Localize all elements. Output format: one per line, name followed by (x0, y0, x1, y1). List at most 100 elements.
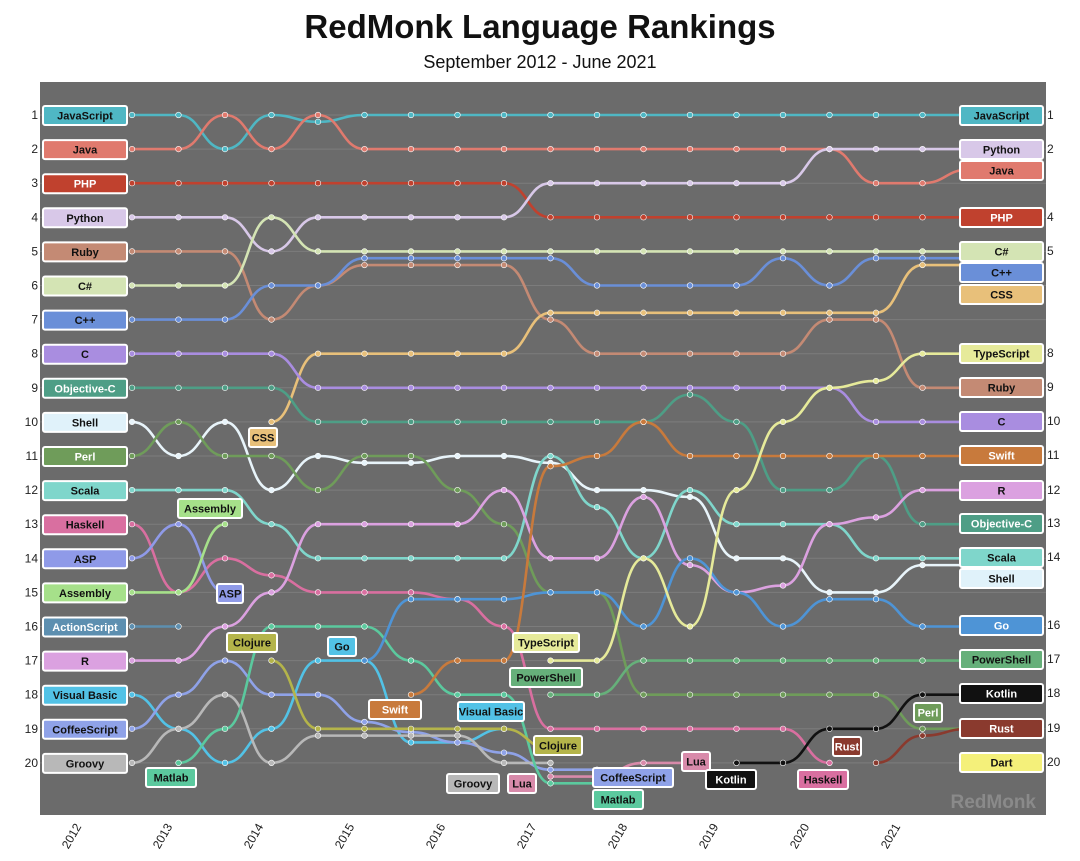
left-label-coffeescript: CoffeeScript (42, 718, 128, 740)
annotation-coffeescript-13-box (592, 767, 674, 788)
point-css-13 (872, 309, 880, 316)
right-label-ruby-box (959, 377, 1044, 398)
point-javascript-4 (314, 118, 322, 125)
annotation-haskell-17: Haskell (797, 769, 849, 790)
annotation-lua-12: Lua (507, 773, 537, 794)
point-shell-1 (175, 452, 182, 460)
point-perl-11 (640, 691, 647, 698)
point-ruby-8 (500, 261, 508, 269)
point-python-6 (407, 214, 415, 221)
right-label-cplusplus-text: C++ (991, 268, 1012, 280)
point-ruby-16 (872, 316, 880, 323)
point-ruby-6 (407, 261, 415, 269)
point-java-1 (175, 146, 182, 153)
right-label-css-box (959, 284, 1044, 305)
point-python-17 (919, 146, 926, 153)
annotation-go-4-box (327, 636, 357, 657)
x-tick-2016: 2016 (423, 821, 449, 851)
point-ruby-15 (826, 316, 833, 323)
point-php-2 (221, 180, 229, 187)
point-objective-c-14 (779, 487, 787, 494)
point-cplusplus-11 (640, 282, 647, 289)
point-csharp-2 (221, 282, 229, 289)
left-label-php: PHP (42, 173, 128, 195)
y-tick-18: 18 (25, 688, 39, 702)
right-label-objective-c: Objective-C (959, 513, 1044, 534)
point-javascript-12 (686, 111, 694, 119)
point-perl-5 (361, 452, 368, 460)
point-cplusplus-3 (268, 282, 275, 289)
series-css (268, 261, 973, 426)
point-c-0 (128, 350, 136, 357)
point-scala-12 (686, 487, 694, 494)
point-groovy-7 (454, 732, 461, 739)
point-python-12 (686, 180, 694, 187)
point-swift-10 (872, 452, 880, 460)
point-css-9 (686, 309, 694, 316)
point-go-6 (640, 623, 647, 630)
point-c-7 (454, 384, 461, 391)
point-objective-c-4 (314, 418, 322, 426)
point-css-14 (919, 261, 926, 269)
point-cplusplus-10 (593, 282, 601, 289)
point-cplusplus-5 (361, 255, 368, 262)
annotation-swift-5-box (368, 699, 422, 720)
point-matlab-3 (314, 623, 322, 630)
right-label-objective-c-box (959, 513, 1044, 534)
point-csharp-17 (919, 248, 926, 255)
annotation-haskell-17-box (797, 769, 849, 790)
point-cplusplus-0 (128, 316, 136, 323)
left-label-c: C (42, 343, 128, 365)
x-tick-2018: 2018 (605, 821, 631, 851)
point-objective-c-13 (733, 418, 740, 426)
point-cplusplus-14 (779, 255, 787, 262)
right-label-r-text: R (998, 486, 1006, 498)
point-go-7 (686, 555, 694, 562)
point-c-6 (407, 384, 415, 391)
point-r-4 (314, 521, 322, 528)
point-go-0 (361, 657, 368, 664)
point-objective-c-6 (407, 418, 415, 426)
left-label-javascript-box (42, 105, 128, 126)
left-label-assembly-box (42, 582, 128, 604)
point-python-5 (361, 214, 368, 221)
right-label-php-text: PHP (990, 213, 1013, 225)
point-coffeescript-2 (221, 657, 229, 664)
point-go-11 (872, 596, 880, 603)
line-objective-c (130, 386, 971, 526)
point-python-10 (593, 180, 601, 187)
right-label-shell: Shell (959, 568, 1044, 589)
point-r-1 (175, 657, 182, 664)
right-label-css-text: CSS (990, 290, 1013, 302)
point-haskell-10 (593, 725, 601, 732)
left-label-c-box (42, 343, 128, 365)
point-ruby-11 (640, 350, 647, 357)
point-objective-c-17 (919, 521, 926, 528)
x-tick-2020: 2020 (787, 821, 813, 851)
point-ruby-17 (919, 384, 926, 391)
point-perl-4 (314, 487, 322, 494)
right-label-python: Python (959, 139, 1044, 160)
right-label-rust-box (959, 718, 1044, 739)
point-csharp-11 (640, 248, 647, 255)
point-visual-basic-4 (314, 657, 322, 664)
annotation-assembly-0-text: Assembly (184, 504, 237, 516)
point-javascript-1 (175, 111, 182, 119)
left-label-java-box (42, 139, 128, 161)
point-r-8 (500, 487, 508, 494)
left-label-coffeescript-box (42, 718, 128, 740)
point-r-7 (454, 521, 461, 528)
annotation-perl-19: Perl (913, 702, 943, 723)
point-powershell-6 (826, 657, 833, 664)
point-r-2 (221, 623, 229, 630)
point-css-1 (314, 350, 322, 357)
point-typescript-6 (826, 384, 833, 391)
point-go-12 (919, 623, 926, 630)
annotation-css-1-text: CSS (252, 433, 275, 445)
point-haskell-0 (128, 521, 136, 528)
right-rank-16: 16 (1047, 618, 1061, 632)
point-c-16 (872, 418, 880, 426)
point-perl-6 (407, 452, 415, 460)
left-label-cplusplus-box (42, 309, 128, 331)
line-powershell (549, 659, 971, 696)
